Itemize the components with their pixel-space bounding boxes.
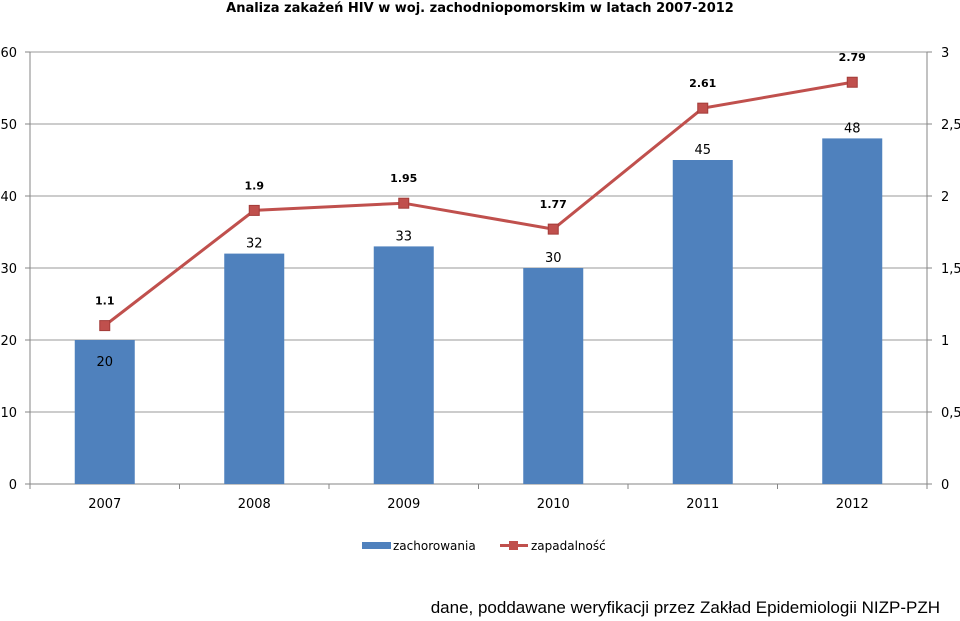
bar-data-label: 20 bbox=[96, 355, 113, 370]
x-tick-label: 2009 bbox=[387, 497, 420, 512]
y-left-tick-label: 0 bbox=[9, 478, 17, 493]
y-right-tick-label: 1,5 bbox=[941, 262, 960, 277]
bar bbox=[523, 268, 584, 484]
chart-title: Analiza zakażeń HIV w woj. zachodniopomo… bbox=[226, 1, 734, 16]
line-series: 1.1 1.9 1.95 1.77 2.61 2.79 bbox=[95, 51, 866, 332]
line-marker bbox=[99, 320, 111, 332]
y-right-tick-label: 1 bbox=[941, 334, 949, 349]
y-right-tick-label: 2,5 bbox=[941, 118, 960, 133]
line-data-label: 1.1 bbox=[95, 295, 115, 308]
bar bbox=[224, 253, 285, 484]
source-footnote: dane, poddawane weryfikacji przez Zakład… bbox=[430, 598, 940, 617]
x-tick-label: 2010 bbox=[537, 497, 570, 512]
legend: zachorowania zapadalność bbox=[362, 539, 606, 553]
y-left-tick-label: 30 bbox=[0, 262, 17, 277]
x-tick-label: 2011 bbox=[686, 497, 719, 512]
line-marker bbox=[398, 197, 410, 209]
axes: 0 10 20 30 40 50 60 0 0,5 1 1,5 2 2,5 3 2007 2008 2009 20… bbox=[0, 46, 960, 512]
legend-label: zapadalność bbox=[531, 539, 606, 553]
bar bbox=[822, 138, 883, 484]
line-data-label: 1.77 bbox=[540, 198, 567, 211]
bar bbox=[74, 340, 135, 484]
y-left-tick-label: 40 bbox=[0, 190, 17, 205]
y-left-tick-label: 20 bbox=[0, 334, 17, 349]
y-left-tick-label: 60 bbox=[0, 46, 17, 61]
bar bbox=[672, 160, 733, 484]
gridlines bbox=[30, 51, 927, 413]
y-left-tick-label: 10 bbox=[0, 406, 17, 421]
bar-data-label: 30 bbox=[545, 251, 562, 266]
x-tick-label: 2007 bbox=[88, 497, 121, 512]
x-tick-label: 2012 bbox=[836, 497, 869, 512]
y-right-tick-label: 3 bbox=[941, 46, 949, 61]
line-data-label: 1.9 bbox=[245, 179, 265, 192]
line-marker bbox=[547, 223, 559, 235]
bar bbox=[373, 246, 434, 484]
line-data-label: 2.79 bbox=[839, 51, 866, 64]
line-data-label: 1.95 bbox=[390, 172, 417, 185]
bar-data-label: 32 bbox=[246, 237, 263, 252]
legend-label: zachorowania bbox=[393, 539, 476, 553]
y-right-tick-label: 2 bbox=[941, 190, 949, 205]
x-tick-label: 2008 bbox=[238, 497, 271, 512]
line-marker bbox=[248, 204, 260, 216]
bar-series: 20 32 33 30 45 48 bbox=[74, 121, 883, 484]
bar-data-label: 33 bbox=[395, 229, 412, 244]
y-right-tick-label: 0 bbox=[941, 478, 949, 493]
bar-data-label: 45 bbox=[694, 143, 711, 158]
y-left-tick-label: 50 bbox=[0, 118, 17, 133]
legend-swatch-bar bbox=[362, 542, 391, 549]
line-marker bbox=[846, 76, 858, 88]
bar-data-label: 48 bbox=[844, 121, 861, 136]
legend-swatch-marker bbox=[509, 541, 518, 550]
series-line bbox=[103, 80, 853, 327]
y-right-tick-label: 0,5 bbox=[941, 406, 960, 421]
line-data-label: 2.61 bbox=[689, 77, 716, 90]
line-marker bbox=[697, 102, 709, 114]
